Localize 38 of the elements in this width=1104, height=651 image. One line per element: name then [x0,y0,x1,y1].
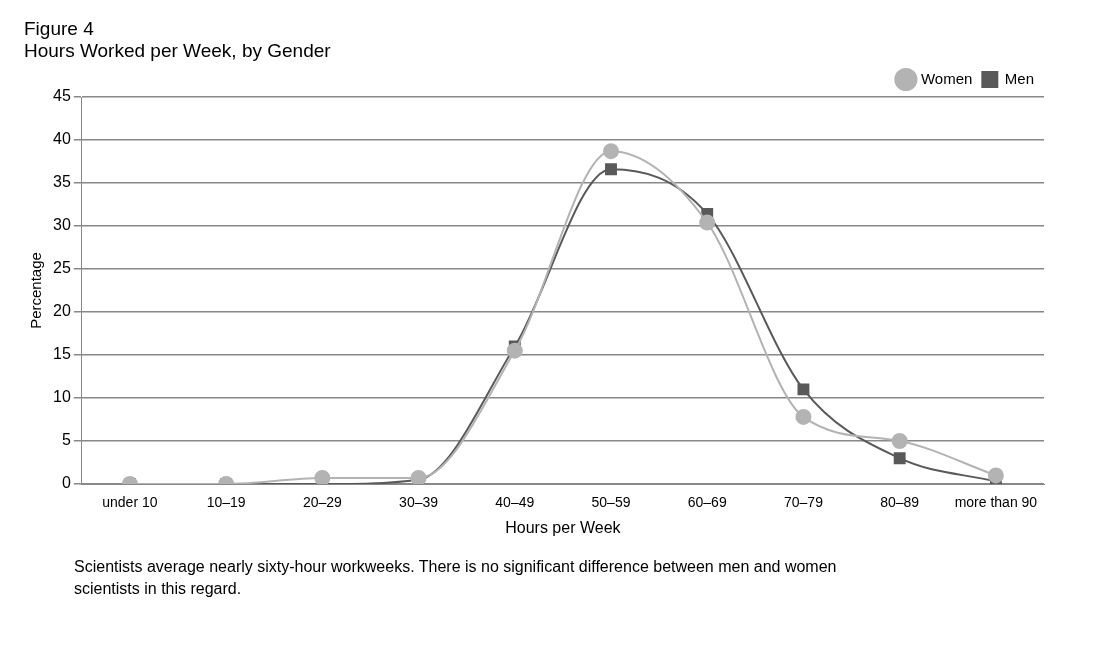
x-tick-label: 30–39 [399,494,439,511]
x-tick-label: under 10 [102,494,158,511]
x-tick-label: 70–79 [783,494,824,511]
y-tick-label: 5 [61,431,71,449]
y-tick-label: 40 [53,130,71,148]
x-tick-label: 40–49 [495,494,535,511]
point [795,408,812,425]
legend-label: Women [920,69,973,87]
point [699,214,716,231]
y-tick-label: 10 [53,388,71,406]
point [987,467,1004,484]
text: Scientists average nearly sixty-hour workweeks. There is no significant difference between men and women scientists in this regard. [74,557,838,600]
y-tick-label: 45 [53,87,71,105]
point [314,469,331,484]
y-tick-label: 30 [53,216,71,234]
point [506,342,523,359]
point [891,433,908,449]
x-tick-label: more than 90 [954,494,1038,511]
chart-title: Figure 4 [24,18,95,40]
point [410,469,427,484]
chart-subtitle: Hours Worked per Week, by Gender [24,40,332,62]
point [605,163,617,176]
x-tick-label: 20–29 [302,494,343,511]
x-tick-label: 10–19 [206,494,246,511]
x-tick-label: 80–89 [880,494,920,511]
y-tick-label: 25 [53,259,71,277]
y-tick-label: 0 [61,474,71,492]
y-tick-label: 20 [53,302,71,320]
x-tick-label: 50–59 [591,494,631,511]
x-tick-label: 60–69 [687,494,727,511]
x-axis-title: Hours per Week [505,518,622,536]
point [603,143,620,160]
point [797,383,810,396]
legend-label: Men [1004,69,1035,87]
point [893,452,906,465]
y-tick-label: 15 [53,345,71,363]
y-axis-title: Percentage [27,252,45,329]
y-tick-label: 35 [53,173,71,191]
